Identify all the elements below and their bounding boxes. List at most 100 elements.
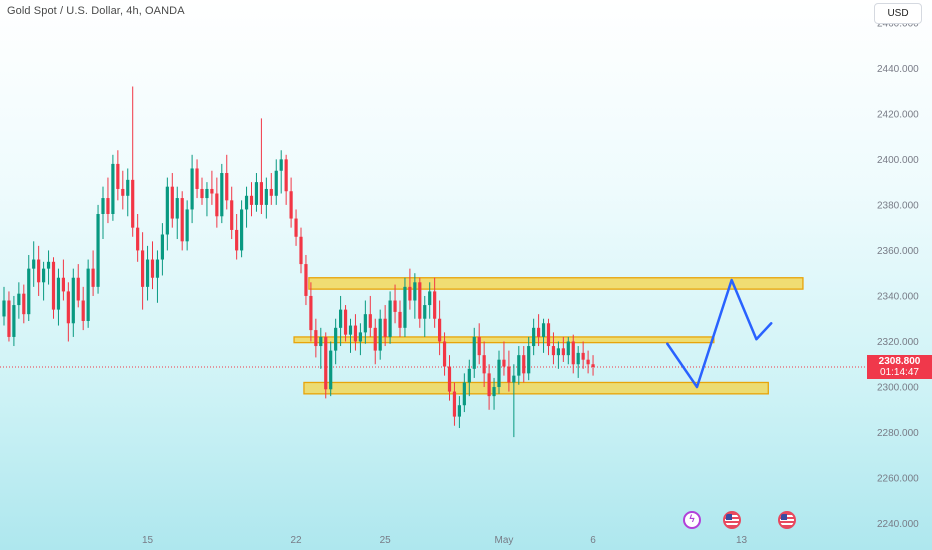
candle-body	[96, 214, 100, 287]
candle-body	[343, 309, 348, 335]
candle-body	[304, 264, 308, 296]
candle-body	[348, 325, 353, 335]
candle-body	[452, 391, 457, 417]
y-tick-label: 2400.000	[877, 155, 919, 166]
candle-body	[383, 318, 387, 337]
candle-body	[576, 352, 580, 365]
candle-body	[106, 198, 110, 214]
candle-body	[413, 282, 417, 301]
candle-body	[541, 323, 546, 337]
candle-body	[225, 173, 229, 201]
candle-body	[240, 209, 244, 251]
candle-body	[447, 366, 452, 392]
current-price-tag: 2308.800 01:14:47	[867, 355, 932, 379]
candle-body	[403, 286, 407, 328]
x-tick-label: 25	[380, 535, 392, 546]
candle-body	[111, 163, 115, 214]
candle-body	[334, 327, 338, 351]
candle-body	[378, 318, 382, 351]
candle-body	[492, 387, 496, 397]
candle-body	[101, 198, 105, 214]
candle-body	[249, 195, 254, 205]
candle-body	[195, 168, 199, 189]
candle-body	[160, 234, 164, 260]
candle-body	[51, 261, 56, 310]
candle-body	[522, 355, 526, 374]
y-tick-label: 2440.000	[877, 64, 919, 75]
candle-body	[467, 368, 471, 383]
candle-body	[423, 305, 427, 319]
candle-body	[353, 325, 358, 342]
us-flag-icon[interactable]	[723, 511, 741, 529]
y-tick-label: 2260.000	[877, 474, 919, 485]
candle-body	[319, 336, 323, 347]
x-tick-label: 15	[142, 535, 154, 546]
candle-body	[487, 373, 491, 397]
candle-body	[269, 188, 273, 196]
candle-body	[457, 405, 461, 417]
candle-body	[314, 330, 318, 347]
candle-body	[121, 188, 125, 196]
candle-body	[497, 359, 501, 388]
candle-body	[220, 173, 224, 217]
candle-body	[556, 348, 560, 356]
current-price-label: 2308.800	[878, 356, 921, 367]
candle-body	[46, 261, 51, 269]
candle-body	[477, 336, 481, 356]
candle-body	[81, 300, 85, 321]
candle-body	[537, 327, 541, 337]
candle-body	[244, 195, 249, 210]
candle-body	[368, 314, 372, 328]
candle-body	[175, 198, 179, 219]
candle-body	[76, 277, 80, 301]
candle-body	[517, 355, 521, 376]
candle-body	[165, 186, 169, 235]
y-tick-label: 2420.000	[877, 109, 919, 120]
candle-body	[566, 341, 570, 356]
candle-body	[532, 327, 536, 347]
candle-body	[561, 348, 565, 356]
candle-body	[210, 188, 214, 194]
us-flag-icon[interactable]	[778, 511, 796, 529]
candle-body	[205, 188, 209, 199]
y-tick-label: 2320.000	[877, 337, 919, 348]
candle-body	[7, 300, 11, 337]
candle-body	[17, 293, 21, 306]
candle-body	[591, 364, 595, 367]
candle-body	[145, 259, 150, 287]
candle-body	[126, 179, 130, 196]
candle-body	[309, 295, 313, 331]
lightning-icon[interactable]: ϟ	[683, 511, 701, 529]
currency-button[interactable]: USD	[874, 3, 922, 24]
x-tick-label: May	[494, 535, 513, 546]
candle-body	[284, 159, 288, 192]
candle-body	[27, 268, 31, 315]
candle-body	[91, 268, 95, 287]
candle-body	[339, 309, 343, 328]
candle-body	[418, 282, 422, 319]
candle-body	[215, 193, 219, 217]
candle-body	[546, 323, 551, 347]
candle-body	[71, 277, 75, 324]
candle-body	[502, 359, 506, 367]
y-tick-label: 2280.000	[877, 428, 919, 439]
candle-body	[363, 314, 367, 333]
candle-body	[433, 291, 437, 319]
y-tick-label: 2240.000	[877, 519, 919, 530]
candle-body	[398, 311, 402, 328]
candle-body	[131, 179, 135, 228]
candle-body	[259, 182, 263, 205]
candle-body	[2, 300, 6, 317]
x-tick-label: 13	[736, 535, 748, 546]
y-tick-label: 2300.000	[877, 383, 919, 394]
candle-body	[61, 277, 65, 292]
candle-body	[393, 300, 397, 312]
candle-body	[66, 291, 70, 324]
bar-countdown: 01:14:47	[880, 367, 919, 378]
candle-body	[329, 350, 333, 390]
candle-body	[235, 229, 239, 251]
y-tick-label: 2340.000	[877, 291, 919, 302]
candle-body	[200, 188, 204, 199]
candle-body	[42, 268, 46, 283]
